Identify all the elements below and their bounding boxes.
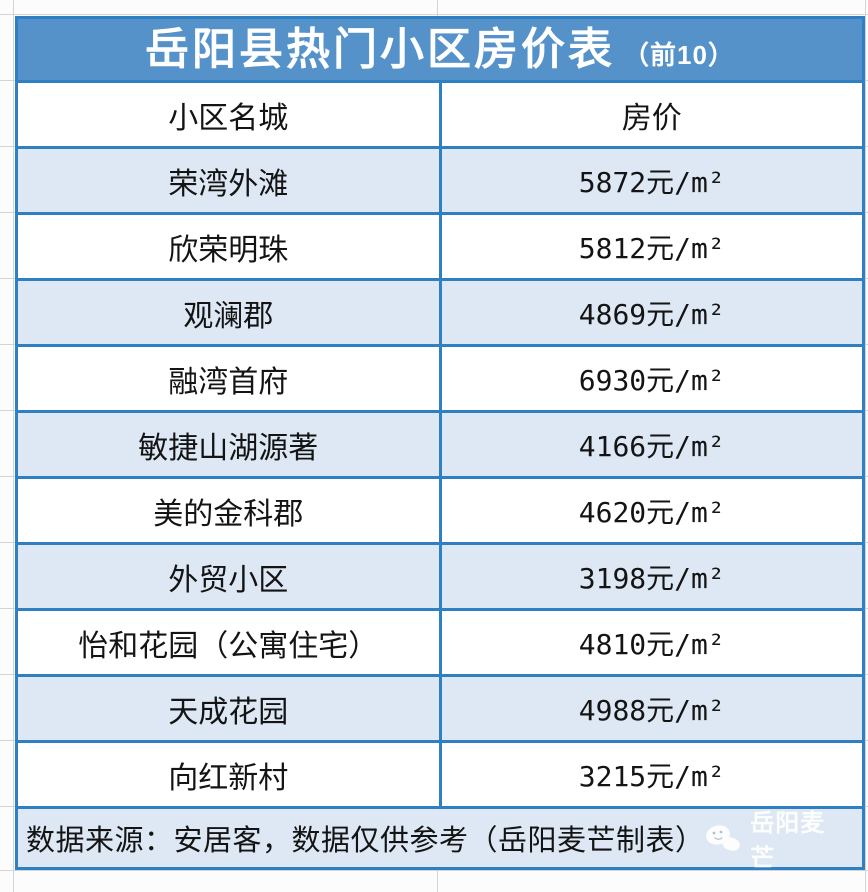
grid-line xyxy=(13,0,14,892)
table-body: 荣湾外滩 5872元/m² 欣荣明珠 5812元/m² 观澜郡 4869元/m² 融湾首府 6… xyxy=(18,149,862,806)
table-row: 敏捷山湖源著 4166元/m² xyxy=(18,413,862,476)
price-value-cell: 6930元/m² xyxy=(578,363,725,397)
price-value-cell: 4988元/m² xyxy=(578,693,725,727)
community-name-cell: 天成花园 xyxy=(18,677,442,740)
watermark: 岳阳麦芒 xyxy=(703,803,850,873)
price-value-cell: 4166元/m² xyxy=(578,429,725,463)
wheat-mascot-icon xyxy=(703,823,743,853)
table-title-bar: 岳阳县热门小区房价表 （前10） xyxy=(18,19,862,80)
price-value-cell: 5812元/m² xyxy=(578,231,725,265)
table-row: 美的金科郡 4620元/m² xyxy=(18,479,862,542)
price-value-cell: 3198元/m² xyxy=(578,561,725,595)
price-value-cell: 4869元/m² xyxy=(578,297,725,331)
community-name-cell: 融湾首府 xyxy=(18,347,442,410)
column-header-price: 房价 xyxy=(621,101,682,135)
price-table: 岳阳县热门小区房价表 （前10） 小区名城 房价 荣湾外滩 5872元/m² 欣荣明… xyxy=(15,16,865,872)
table-row: 融湾首府 6930元/m² xyxy=(18,347,862,410)
price-value-cell: 5872元/m² xyxy=(578,165,725,199)
table-row: 天成花园 4988元/m² xyxy=(18,677,862,740)
footer-source-note: 数据来源：安居客，数据仅供参考（岳阳麦芒制表） xyxy=(26,825,705,857)
price-value-cell: 4810元/m² xyxy=(578,627,725,661)
table-title: 岳阳县热门小区房价表 xyxy=(145,24,616,74)
community-name-cell: 向红新村 xyxy=(18,743,442,806)
grid-line xyxy=(0,14,868,15)
community-name-cell: 观澜郡 xyxy=(18,281,442,344)
table-header-row: 小区名城 房价 xyxy=(18,83,862,146)
community-name-cell: 荣湾外滩 xyxy=(18,149,442,212)
table-row: 向红新村 3215元/m² xyxy=(18,743,862,806)
table-footer: 数据来源：安居客，数据仅供参考（岳阳麦芒制表） 岳阳麦芒 xyxy=(18,809,862,872)
grid-line xyxy=(0,870,868,871)
community-name-cell: 美的金科郡 xyxy=(18,479,442,542)
watermark-text: 岳阳麦芒 xyxy=(750,810,826,872)
table-row: 怡和花园（公寓住宅） 4810元/m² xyxy=(18,611,862,674)
grid-line xyxy=(865,0,866,892)
table-subtitle: （前10） xyxy=(623,39,735,70)
table-row: 外贸小区 3198元/m² xyxy=(18,545,862,608)
table-row: 观澜郡 4869元/m² xyxy=(18,281,862,344)
community-name-cell: 敏捷山湖源著 xyxy=(18,413,442,476)
community-name-cell: 欣荣明珠 xyxy=(18,215,442,278)
community-name-cell: 怡和花园（公寓住宅） xyxy=(18,611,442,674)
table-row: 欣荣明珠 5812元/m² xyxy=(18,215,862,278)
community-name-cell: 外贸小区 xyxy=(18,545,442,608)
column-header-community: 小区名城 xyxy=(18,83,442,146)
price-value-cell: 3215元/m² xyxy=(578,759,725,793)
table-row: 荣湾外滩 5872元/m² xyxy=(18,149,862,212)
price-value-cell: 4620元/m² xyxy=(578,495,725,529)
